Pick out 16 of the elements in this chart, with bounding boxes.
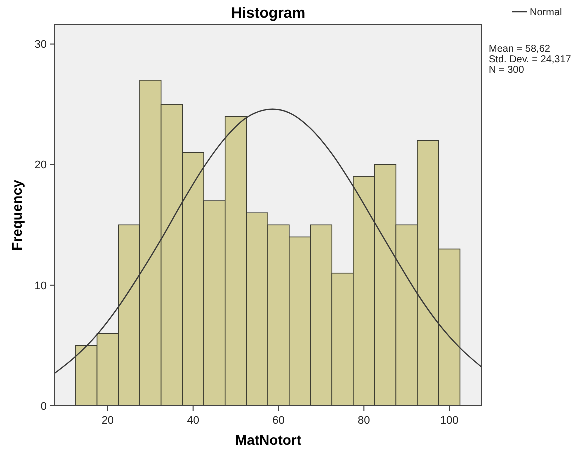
y-tick-label: 10: [34, 280, 47, 292]
legend-label: Normal: [530, 8, 562, 18]
y-tick-label: 30: [34, 39, 47, 52]
x-tick-label: 60: [272, 415, 285, 427]
y-tick-label: 0: [40, 400, 47, 413]
text: Mean = 58,62: [489, 44, 551, 55]
y-tick-label: 20: [34, 160, 47, 172]
y-axis-title: Frequency: [9, 180, 25, 251]
x-tick-label: 100: [440, 415, 459, 427]
text: Std. Dev. = 24,317: [489, 54, 572, 66]
text: N = 300: [489, 65, 525, 76]
x-tick-label: 40: [187, 415, 200, 427]
x-axis-title: MatNotort: [235, 432, 302, 448]
x-tick-label: 20: [102, 415, 114, 427]
x-tick-label: 80: [358, 415, 370, 427]
chart-title: Histogram: [231, 5, 306, 22]
